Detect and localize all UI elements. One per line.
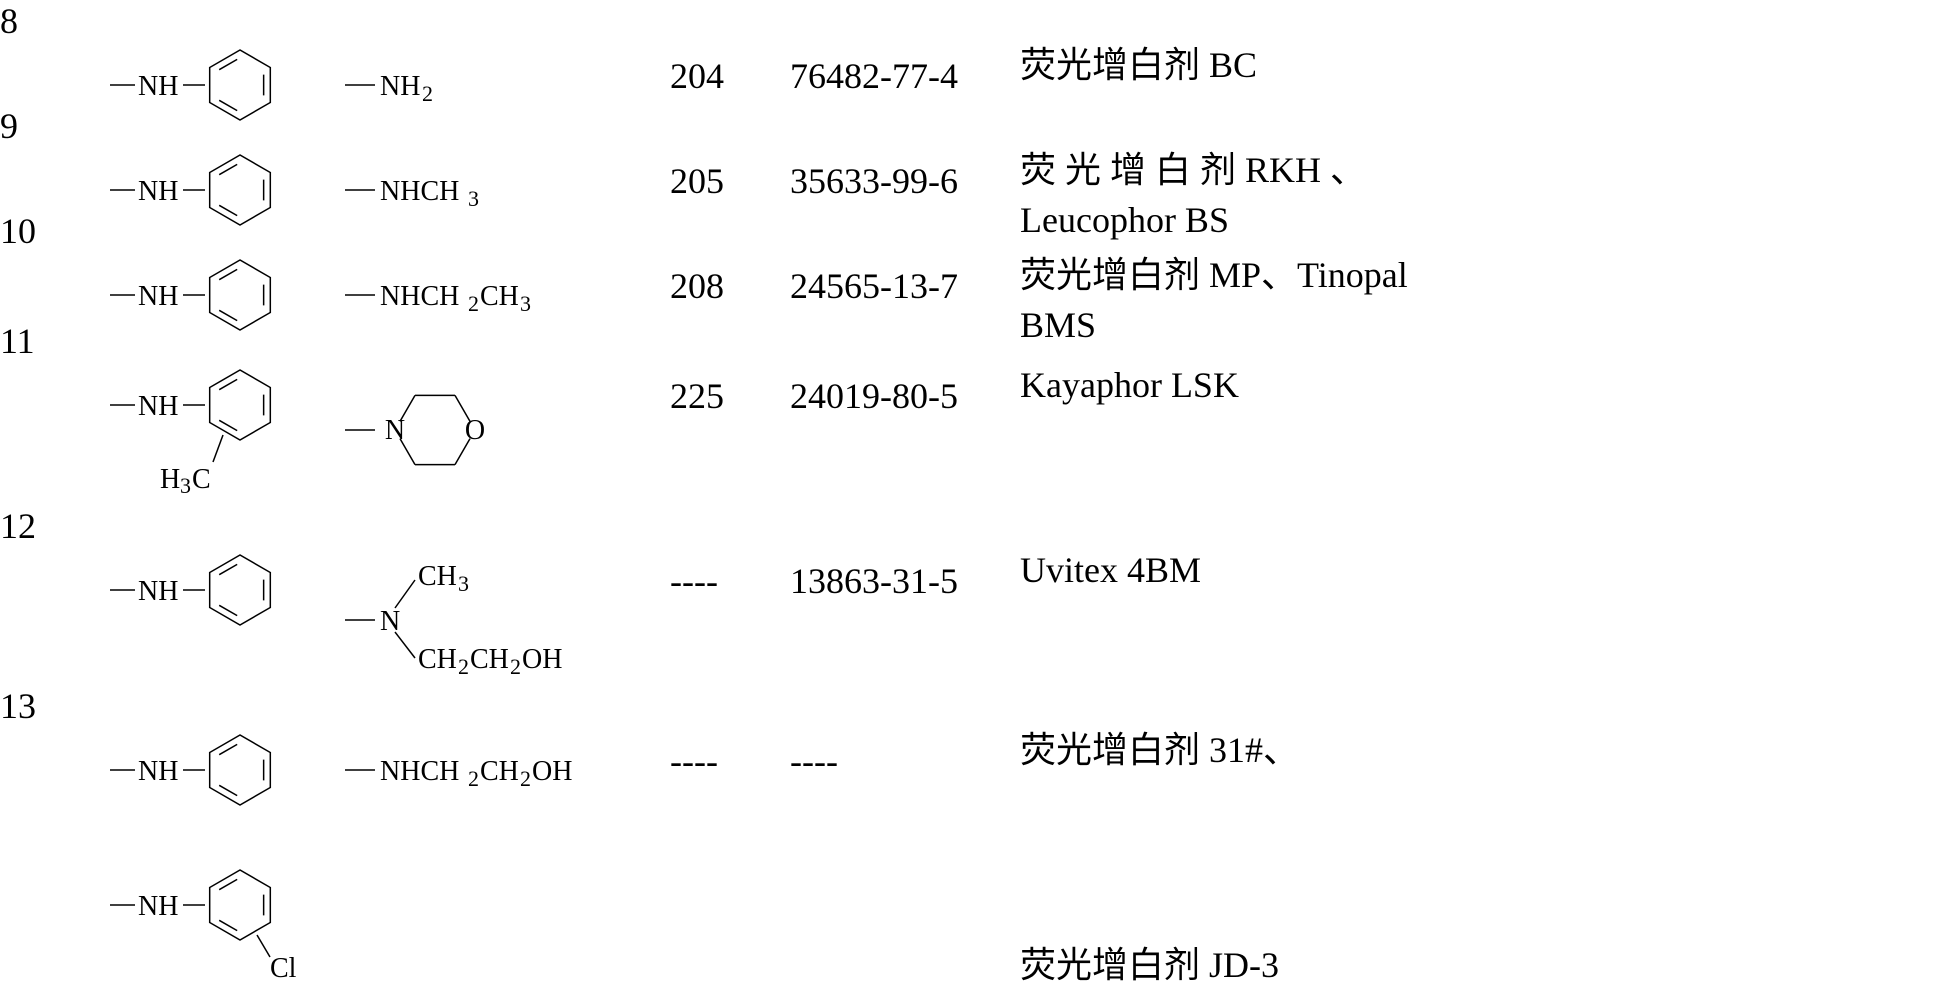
svg-text:2: 2 <box>520 766 531 791</box>
r1-structure: NH H 3 C <box>105 360 330 505</box>
ci-number: ---- <box>670 560 780 602</box>
svg-text:2: 2 <box>468 766 479 791</box>
svg-text:CH: CH <box>470 644 509 675</box>
product-name: Uvitex 4BM <box>1020 545 1465 595</box>
svg-text:NHCH: NHCH <box>380 281 459 312</box>
svg-text:NHCH: NHCH <box>380 176 459 207</box>
row-number: 10 <box>0 210 65 252</box>
product-name: 荧光增白剂 JD-3 <box>1020 940 1465 990</box>
svg-text:Cl: Cl <box>270 953 297 984</box>
r1-structure: NH <box>105 545 330 640</box>
svg-text:NH: NH <box>138 281 178 312</box>
product-name: Kayaphor LSK <box>1020 360 1465 410</box>
r2-structure: NHCH 3 <box>340 160 630 225</box>
svg-text:CH: CH <box>480 756 519 787</box>
svg-text:CH: CH <box>418 561 457 592</box>
svg-text:2: 2 <box>468 291 479 316</box>
svg-text:OH: OH <box>532 756 572 787</box>
row-number: 13 <box>0 685 65 727</box>
r2-structure: N CH 3 CH 2 CH 2 OH <box>340 560 630 685</box>
r2-structure: N O <box>340 375 630 490</box>
svg-text:N: N <box>380 606 400 637</box>
cas-number: 76482-77-4 <box>790 55 1020 97</box>
cas-number: 24565-13-7 <box>790 265 1020 307</box>
row-number: 8 <box>0 0 65 42</box>
svg-text:3: 3 <box>468 186 479 211</box>
svg-text:CH: CH <box>480 281 519 312</box>
cas-number: 24019-80-5 <box>790 375 1020 417</box>
svg-text:NH: NH <box>138 391 178 422</box>
r2-structure: NHCH 2 CH 3 <box>340 265 630 330</box>
row-number: 12 <box>0 505 65 547</box>
row-number: 11 <box>0 320 65 362</box>
ci-number: 204 <box>670 55 780 97</box>
ci-number: 225 <box>670 375 780 417</box>
svg-text:C: C <box>192 464 211 495</box>
cas-number: 35633-99-6 <box>790 160 1020 202</box>
svg-text:NH: NH <box>138 576 178 607</box>
svg-text:2: 2 <box>422 81 433 106</box>
ci-number: 205 <box>670 160 780 202</box>
r1-structure: NH <box>105 40 330 135</box>
svg-text:H: H <box>160 464 180 495</box>
svg-text:2: 2 <box>458 654 469 679</box>
svg-text:OH: OH <box>522 644 562 675</box>
ci-number: 208 <box>670 265 780 307</box>
product-name: 荧光增白剂 MP、Tinopal BMS <box>1020 250 1465 351</box>
r1-structure: NH <box>105 250 330 345</box>
cas-number: 13863-31-5 <box>790 560 1020 602</box>
svg-text:3: 3 <box>520 291 531 316</box>
svg-text:NH: NH <box>380 71 420 102</box>
r2-structure: NHCH 2 CH 2 OH <box>340 740 630 805</box>
svg-text:NHCH: NHCH <box>380 756 459 787</box>
r1-structure: NH <box>105 145 330 240</box>
svg-text:N: N <box>385 415 405 446</box>
r2-structure: NH 2 <box>340 55 630 120</box>
row-number: 9 <box>0 105 65 147</box>
svg-text:NH: NH <box>138 891 178 922</box>
svg-text:3: 3 <box>180 473 191 498</box>
product-name: 荧光增白剂 BC <box>1020 40 1465 90</box>
svg-text:CH: CH <box>418 644 457 675</box>
r1-structure: NH NH Cl <box>105 725 330 980</box>
cas-number: ---- <box>790 740 1020 782</box>
product-name: 荧光增白剂 31#、 <box>1020 725 1465 775</box>
svg-text:3: 3 <box>458 571 469 596</box>
svg-text:NH: NH <box>138 756 178 787</box>
ci-number: ---- <box>670 740 780 782</box>
svg-text:NH: NH <box>138 71 178 102</box>
svg-text:O: O <box>465 415 485 446</box>
product-name: 荧 光 增 白 剂 RKH 、Leucophor BS <box>1020 145 1465 246</box>
svg-text:NH: NH <box>138 176 178 207</box>
svg-text:2: 2 <box>510 654 521 679</box>
